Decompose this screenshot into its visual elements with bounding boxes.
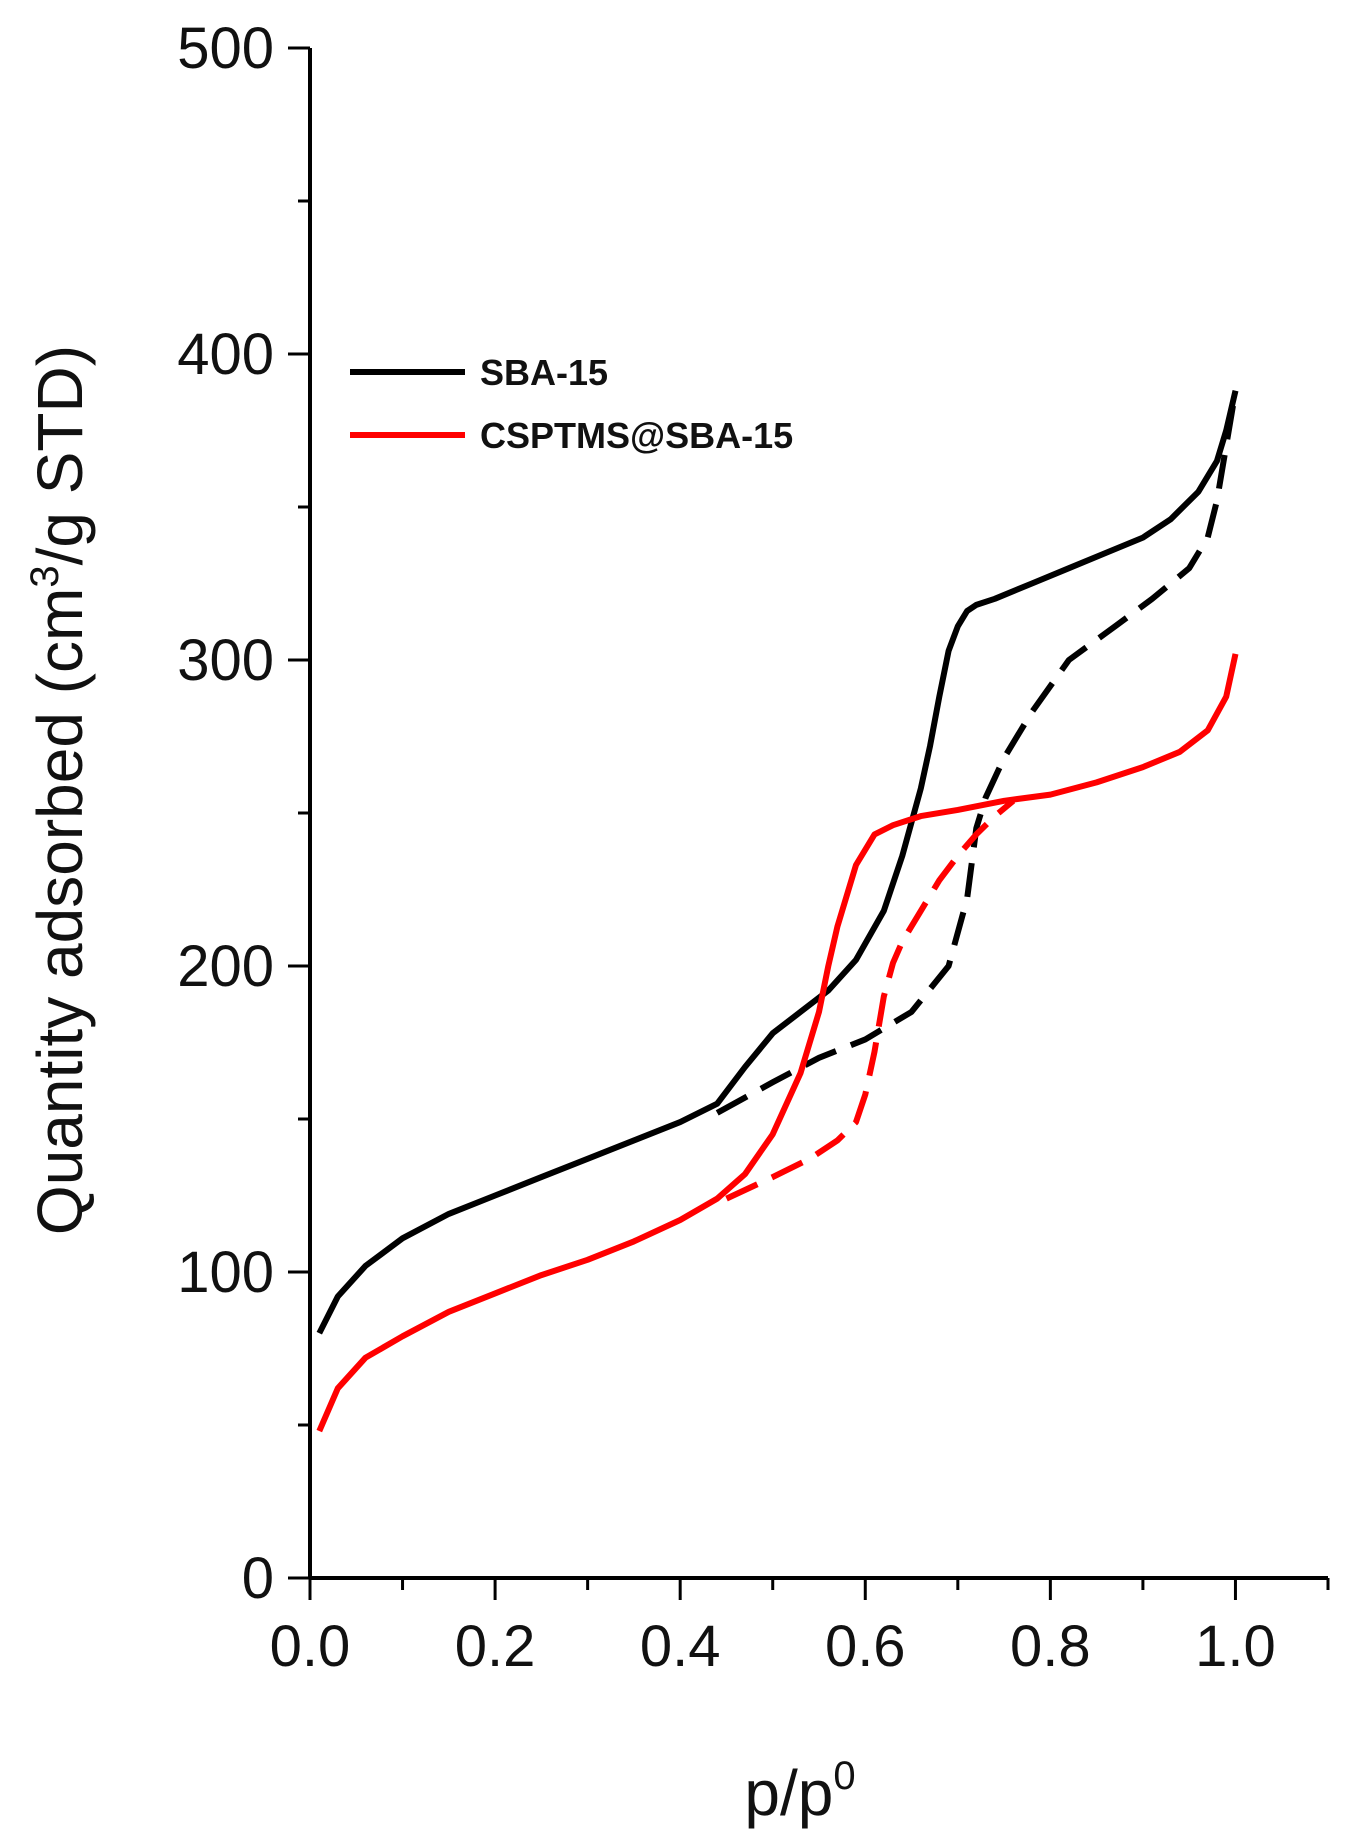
y-tick-label: 400 bbox=[177, 322, 274, 387]
y-tick-label: 200 bbox=[177, 934, 274, 999]
x-tick-label: 0.2 bbox=[455, 1614, 536, 1679]
x-tick-label: 0.0 bbox=[270, 1614, 351, 1679]
y-tick-label: 100 bbox=[177, 1240, 274, 1305]
x-tick-label: 1.0 bbox=[1195, 1614, 1276, 1679]
series-sba-15-adsorption bbox=[316, 390, 1239, 1335]
y-axis-title: Quantity adsorbed (cm3/g STD) bbox=[23, 345, 96, 1235]
x-tick-label: 0.6 bbox=[825, 1614, 906, 1679]
legend-label-sba15: SBA-15 bbox=[480, 352, 608, 393]
series-sba-15-desorption bbox=[715, 390, 1239, 1116]
series-lines bbox=[316, 390, 1239, 1433]
y-tick-label: 300 bbox=[177, 628, 274, 693]
axes: 0 100 200 300 400 500 0.0 0.2 0.4 0.6 0.8 1.0 bbox=[177, 16, 1330, 1679]
x-tick-label: 0.8 bbox=[1010, 1614, 1091, 1679]
series-csptms-sba-15-desorption bbox=[725, 798, 1016, 1202]
series-csptms-sba-15-adsorption bbox=[316, 653, 1239, 1433]
y-tick-label: 500 bbox=[177, 16, 274, 81]
legend: SBA-15 CSPTMS@SBA-15 bbox=[350, 352, 793, 456]
x-tick-label: 0.4 bbox=[640, 1614, 721, 1679]
legend-label-csptms-sba15: CSPTMS@SBA-15 bbox=[480, 415, 793, 456]
y-tick-label: 0 bbox=[242, 1546, 274, 1611]
x-axis-title: p/p0 bbox=[744, 1754, 855, 1829]
